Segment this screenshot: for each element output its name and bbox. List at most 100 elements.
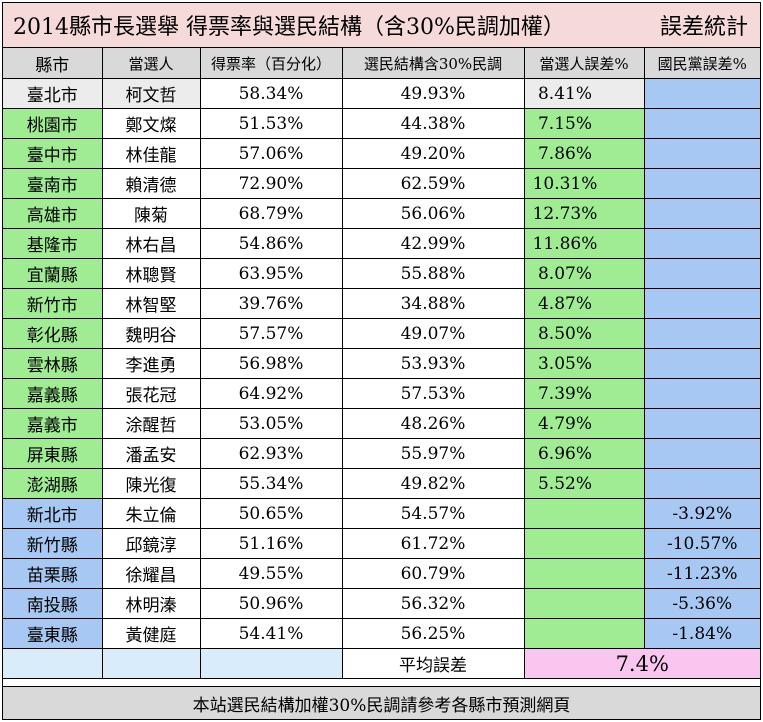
- cell-vote: 63.95%: [199, 258, 343, 289]
- table-row: 嘉義市 涂醒哲 53.05% 48.26% 4.79%: [3, 408, 760, 439]
- cell-structure: 42.99%: [341, 228, 525, 259]
- cell-empty: [101, 648, 201, 679]
- cell-city: 臺中市: [3, 138, 103, 169]
- cell-city: 臺東縣: [3, 618, 103, 649]
- cell-empty: [3, 648, 103, 679]
- table-row: 臺東縣 黃健庭 54.41% 56.25% -1.84%: [3, 618, 760, 649]
- title-stats-label: 誤差統計: [659, 15, 748, 40]
- cell-city: 雲林縣: [3, 348, 103, 379]
- cell-kmt-error: -10.57%: [643, 528, 760, 559]
- cell-winner: 林右昌: [101, 228, 201, 259]
- table-row: 新北市 朱立倫 50.65% 54.57% -3.92%: [3, 498, 760, 529]
- cell-winner: 徐耀昌: [101, 558, 201, 589]
- table-row: 基隆市 林右昌 54.86% 42.99% 11.86%: [3, 228, 760, 259]
- cell-vote: 72.90%: [199, 168, 343, 199]
- cell-winner-error: 4.87%: [523, 288, 645, 319]
- cell-structure: 61.72%: [341, 528, 525, 559]
- cell-vote: 57.57%: [199, 318, 343, 349]
- cell-winner: 林聰賢: [101, 258, 201, 289]
- cell-winner-error: 3.05%: [523, 348, 645, 379]
- results-table: 縣市 當選人 得票率（百分化） 選民結構含30%民調 當選人誤差% 國民黨誤差%…: [3, 48, 760, 679]
- cell-city: 新竹縣: [3, 528, 103, 559]
- table-row: 宜蘭縣 林聰賢 63.95% 55.88% 8.07%: [3, 258, 760, 289]
- cell-city: 南投縣: [3, 588, 103, 619]
- cell-winner-error: [523, 528, 645, 559]
- cell-kmt-error: [643, 78, 760, 109]
- cell-city: 臺北市: [3, 78, 103, 109]
- cell-winner: 張花冠: [101, 378, 201, 409]
- cell-city: 新竹市: [3, 288, 103, 319]
- cell-winner-error: 7.15%: [523, 108, 645, 139]
- cell-winner: 賴清德: [101, 168, 201, 199]
- cell-vote: 49.55%: [199, 558, 343, 589]
- cell-structure: 55.88%: [341, 258, 525, 289]
- table-row: 南投縣 林明溱 50.96% 56.32% -5.36%: [3, 588, 760, 619]
- table-row: 嘉義縣 張花冠 64.92% 57.53% 7.39%: [3, 378, 760, 409]
- cell-winner: 潘孟安: [101, 438, 201, 469]
- cell-vote: 53.05%: [199, 408, 343, 439]
- cell-kmt-error: [643, 378, 760, 409]
- cell-winner: 涂醒哲: [101, 408, 201, 439]
- table-row: 桃園市 鄭文燦 51.53% 44.38% 7.15%: [3, 108, 760, 139]
- header-row: 縣市 當選人 得票率（百分化） 選民結構含30%民調 當選人誤差% 國民黨誤差%: [3, 48, 760, 79]
- cell-winner-error: [523, 588, 645, 619]
- average-row: 平均誤差 7.4%: [3, 648, 760, 679]
- cell-vote: 62.93%: [199, 438, 343, 469]
- cell-structure: 49.20%: [341, 138, 525, 169]
- cell-kmt-error: [643, 168, 760, 199]
- cell-kmt-error: -11.23%: [643, 558, 760, 589]
- table-row: 新竹縣 邱鏡淳 51.16% 61.72% -10.57%: [3, 528, 760, 559]
- table-row: 臺南市 賴清德 72.90% 62.59% 10.31%: [3, 168, 760, 199]
- cell-kmt-error: [643, 258, 760, 289]
- cell-vote: 50.96%: [199, 588, 343, 619]
- cell-winner-error: 10.31%: [523, 168, 645, 199]
- cell-kmt-error: [643, 228, 760, 259]
- cell-kmt-error: [643, 438, 760, 469]
- cell-winner-error: [523, 558, 645, 589]
- cell-winner: 魏明谷: [101, 318, 201, 349]
- cell-city: 新北市: [3, 498, 103, 529]
- cell-winner: 邱鏡淳: [101, 528, 201, 559]
- cell-kmt-error: -3.92%: [643, 498, 760, 529]
- cell-winner: 柯文哲: [101, 78, 201, 109]
- cell-structure: 54.57%: [341, 498, 525, 529]
- cell-winner-error: 7.39%: [523, 378, 645, 409]
- cell-vote: 58.34%: [199, 78, 343, 109]
- cell-kmt-error: [643, 198, 760, 229]
- cell-vote: 68.79%: [199, 198, 343, 229]
- cell-structure: 34.88%: [341, 288, 525, 319]
- cell-city: 澎湖縣: [3, 468, 103, 499]
- cell-winner: 朱立倫: [101, 498, 201, 529]
- cell-city: 基隆市: [3, 228, 103, 259]
- cell-structure: 49.93%: [341, 78, 525, 109]
- cell-winner-error: 12.73%: [523, 198, 645, 229]
- cell-kmt-error: -1.84%: [643, 618, 760, 649]
- cell-structure: 48.26%: [341, 408, 525, 439]
- table-row: 新竹市 林智堅 39.76% 34.88% 4.87%: [3, 288, 760, 319]
- cell-winner-error: 11.86%: [523, 228, 645, 259]
- col-header-winner: 當選人: [101, 48, 201, 79]
- table-row: 苗栗縣 徐耀昌 49.55% 60.79% -11.23%: [3, 558, 760, 589]
- table-row: 屏東縣 潘孟安 62.93% 55.97% 6.96%: [3, 438, 760, 469]
- cell-city: 嘉義縣: [3, 378, 103, 409]
- table-body-green: 桃園市 鄭文燦 51.53% 44.38% 7.15% 臺中市 林佳龍 57.06% 49.20…: [3, 108, 760, 499]
- cell-winner: 林佳龍: [101, 138, 201, 169]
- cell-winner: 黃健庭: [101, 618, 201, 649]
- col-header-kmt-error: 國民黨誤差%: [643, 48, 760, 79]
- table-body: 臺北市 柯文哲 58.34% 49.93% 8.41%: [3, 78, 760, 109]
- cell-winner-error: [523, 498, 645, 529]
- table-row: 雲林縣 李進勇 56.98% 53.93% 3.05%: [3, 348, 760, 379]
- cell-winner-error: 6.96%: [523, 438, 645, 469]
- title-row: 2014縣市長選舉 得票率與選民結構（含30%民調加權） 誤差統計: [3, 3, 760, 48]
- cell-winner-error: 7.86%: [523, 138, 645, 169]
- cell-winner-error: 8.41%: [523, 78, 645, 109]
- cell-kmt-error: [643, 468, 760, 499]
- col-header-winner-error: 當選人誤差%: [523, 48, 645, 79]
- cell-vote: 54.41%: [199, 618, 343, 649]
- cell-winner-error: 4.79%: [523, 408, 645, 439]
- cell-winner-error: [523, 618, 645, 649]
- cell-winner: 鄭文燦: [101, 108, 201, 139]
- cell-vote: 39.76%: [199, 288, 343, 319]
- cell-structure: 53.93%: [341, 348, 525, 379]
